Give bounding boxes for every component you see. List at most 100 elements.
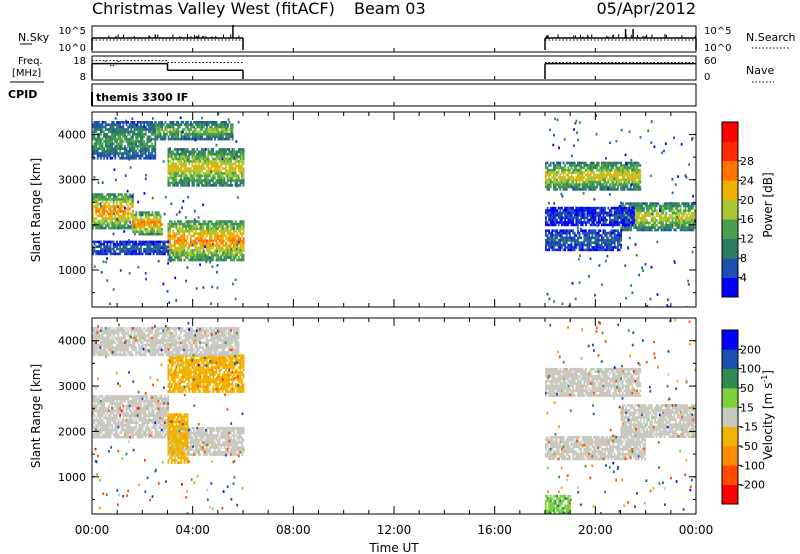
echo-scatter	[138, 131, 141, 134]
echo-cell	[570, 161, 573, 165]
echo-cell	[143, 133, 145, 136]
echo-cell	[125, 157, 128, 160]
echo-cell	[98, 243, 101, 246]
echo-cell	[170, 155, 173, 158]
echo-cell	[92, 250, 94, 253]
echo-cell	[178, 220, 181, 223]
echo-cell	[234, 184, 237, 187]
echo-cell	[613, 236, 616, 240]
echo-cell	[140, 250, 142, 253]
echo-cell	[194, 253, 197, 257]
echo-cell	[174, 123, 176, 126]
echo-cell	[589, 248, 592, 252]
echo-scatter	[605, 259, 607, 263]
echo-cell	[197, 179, 200, 182]
echo-cell	[241, 172, 243, 175]
echo-cell	[229, 169, 232, 173]
echo-cell	[177, 232, 179, 235]
echo-cell	[109, 125, 112, 129]
echo-cell	[214, 133, 216, 136]
echo-cell	[92, 214, 94, 218]
echo-cell	[599, 206, 602, 210]
echo-cell	[95, 205, 97, 208]
echo-scatter	[210, 302, 212, 305]
echo-cell	[100, 157, 102, 160]
echo-cell	[561, 183, 563, 186]
echo-cell	[618, 248, 621, 252]
echo-cell	[572, 206, 574, 210]
echo-cell	[120, 200, 123, 203]
echo-cell	[167, 234, 170, 238]
echo-scatter	[642, 269, 644, 272]
echo-cell	[135, 225, 138, 229]
echo-cell	[186, 225, 189, 228]
echo-cell	[172, 150, 175, 154]
echo-cell	[554, 221, 557, 224]
echo-cell	[156, 250, 158, 253]
echo-cell	[199, 121, 202, 124]
echo-cell	[197, 167, 200, 170]
echo-cell	[597, 214, 600, 217]
echo-cell	[689, 219, 692, 222]
echo-scatter	[218, 151, 220, 155]
echo-cell	[204, 232, 207, 235]
echo-cell	[577, 206, 579, 210]
echo-cell	[609, 173, 611, 177]
echo-cell	[185, 125, 188, 129]
echo-cell	[212, 225, 215, 228]
echo-cell	[183, 241, 186, 245]
echo-cell	[193, 232, 195, 235]
echo-cell	[173, 244, 176, 247]
echo-cell	[133, 247, 136, 251]
echo-cell	[114, 210, 117, 213]
echo-cell	[185, 152, 187, 156]
echo-cell	[199, 167, 202, 170]
echo-scatter	[221, 157, 224, 161]
echo-cell	[186, 241, 189, 245]
echo-cell	[132, 252, 134, 256]
echo-cell	[553, 185, 555, 189]
echo-cell	[125, 247, 128, 251]
echo-cell	[652, 202, 655, 205]
echo-cell	[559, 188, 562, 191]
echo-cell	[156, 225, 159, 229]
echo-cell	[548, 239, 550, 242]
echo-cell	[583, 180, 586, 184]
echo-scatter	[578, 121, 581, 124]
echo-cell	[690, 226, 693, 229]
echo-cell	[605, 185, 608, 189]
echo-cell	[120, 243, 123, 246]
echo-cell	[213, 237, 216, 240]
echo-cell	[151, 125, 153, 129]
echo-cell	[206, 137, 208, 141]
echo-cell	[596, 243, 598, 247]
echo-cell	[585, 183, 587, 186]
echo-cell	[109, 205, 112, 208]
echo-cell	[575, 246, 578, 249]
echo-cell	[172, 249, 175, 252]
echo-cell	[204, 256, 207, 259]
echo-cell	[221, 155, 224, 158]
echo-cell	[127, 226, 129, 230]
echo-cell	[588, 243, 590, 247]
echo-cell	[633, 168, 635, 172]
echo-cell	[593, 161, 595, 165]
echo-cell	[239, 220, 242, 223]
echo-cell	[617, 229, 619, 232]
echo-cell	[103, 240, 105, 244]
echo-cell	[229, 225, 232, 228]
echo-cell	[205, 229, 208, 233]
echo-cell	[585, 229, 587, 232]
echo-cell	[119, 247, 121, 251]
echo-cell	[120, 128, 123, 131]
echo-scatter	[577, 257, 580, 261]
echo-cell	[241, 181, 243, 185]
echo-cell	[124, 198, 126, 201]
echo-cell	[221, 172, 224, 175]
echo-cell	[572, 180, 574, 184]
echo-cell	[557, 239, 560, 242]
echo-cell	[242, 167, 245, 170]
echo-cell	[564, 180, 566, 184]
echo-cell	[207, 133, 210, 136]
echo-cell	[199, 125, 202, 129]
